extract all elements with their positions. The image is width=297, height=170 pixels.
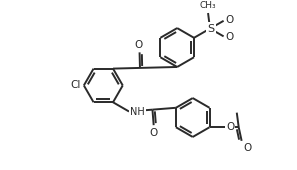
Text: O: O (135, 40, 143, 50)
Text: O: O (225, 15, 234, 25)
Text: O: O (225, 32, 234, 42)
Text: O: O (150, 128, 158, 138)
Text: S: S (207, 24, 214, 34)
Text: NH: NH (130, 107, 145, 116)
Text: O: O (226, 122, 234, 132)
Text: CH₃: CH₃ (200, 1, 217, 10)
Text: Cl: Cl (71, 80, 81, 90)
Text: O: O (244, 143, 252, 153)
